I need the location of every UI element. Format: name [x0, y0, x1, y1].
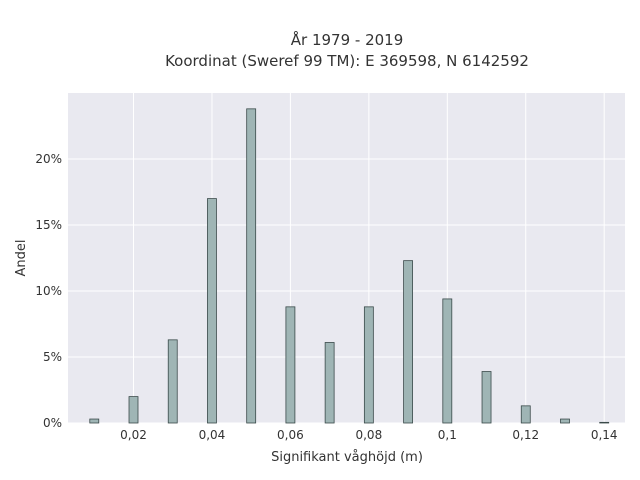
- grid: [68, 93, 625, 424]
- bar: [442, 298, 453, 424]
- x-tick-label: 0,06: [277, 428, 304, 442]
- chart-title-line2: Koordinat (Sweref 99 TM): E 369598, N 61…: [165, 52, 529, 70]
- y-tick-label: 15%: [35, 218, 62, 232]
- x-tick-label: 0,1: [438, 428, 457, 442]
- bar: [246, 108, 257, 424]
- bar: [128, 396, 139, 424]
- x-tick-label: 0,08: [355, 428, 382, 442]
- bar: [167, 339, 178, 424]
- chart-title-line1: År 1979 - 2019: [291, 30, 404, 49]
- y-tick-label: 0%: [43, 416, 62, 430]
- y-tick-label: 5%: [43, 350, 62, 364]
- bar: [599, 421, 610, 424]
- y-axis-label: Andel: [14, 240, 29, 277]
- x-axis-label: Signifikant våghöjd (m): [271, 450, 423, 465]
- plot-area: [68, 93, 625, 423]
- bar: [363, 306, 374, 424]
- bar: [481, 371, 492, 424]
- x-tick-label: 0,02: [120, 428, 147, 442]
- x-tick-label: 0,04: [199, 428, 226, 442]
- bar: [89, 418, 100, 424]
- y-axis-ticks: 0% 5% 10% 15% 20%: [35, 152, 62, 430]
- x-tick-label: 0,12: [512, 428, 539, 442]
- y-tick-label: 20%: [35, 152, 62, 166]
- bar: [207, 198, 217, 424]
- x-axis-ticks: 0,02 0,04 0,06 0,08 0,1 0,12 0,14: [120, 428, 617, 442]
- bars: [89, 108, 610, 424]
- bar: [285, 306, 296, 424]
- y-tick-label: 10%: [35, 284, 62, 298]
- bar: [520, 405, 531, 424]
- bar: [324, 342, 335, 424]
- bar: [403, 260, 413, 424]
- bar: [560, 418, 570, 424]
- x-tick-label: 0,14: [591, 428, 618, 442]
